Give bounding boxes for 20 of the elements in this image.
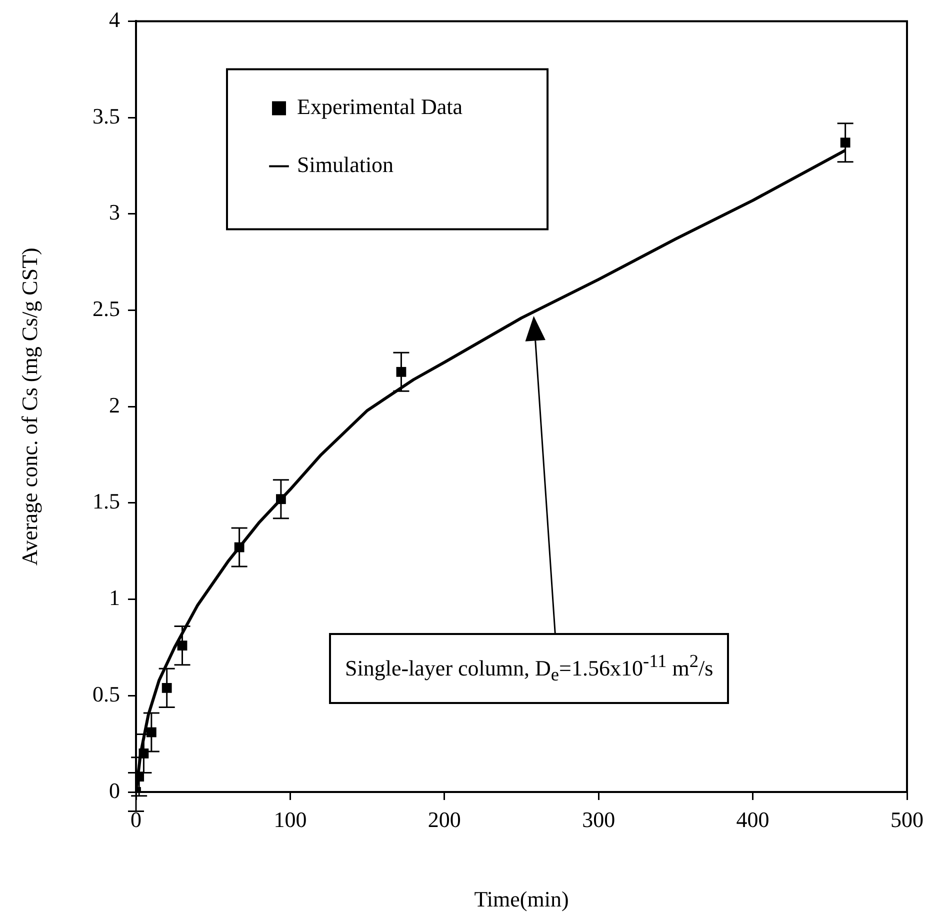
- y-tick-label: 4: [109, 6, 120, 32]
- legend-label: Simulation: [297, 152, 394, 177]
- x-tick-label: 0: [130, 806, 142, 832]
- y-tick-label: 2: [109, 392, 120, 418]
- y-tick-label: 1: [109, 585, 120, 610]
- x-tick-label: 500: [890, 806, 924, 832]
- x-tick-label: 200: [428, 806, 461, 832]
- x-tick-label: 300: [582, 806, 616, 832]
- x-tick-label: 100: [274, 806, 307, 832]
- annotation: Single-layer column, D$_{e}$=1.56x10$^{-11}$ m$^{2}$/s: [329, 633, 730, 704]
- y-tick-label: 2.5: [92, 296, 120, 322]
- y-tick-label: 0.5: [92, 681, 120, 706]
- y-tick-label: 1.5: [92, 488, 120, 514]
- y-tick-label: 3.5: [92, 103, 120, 128]
- y-axis-title: Average conc. of Cs (mg Cs/g CST): [16, 248, 42, 566]
- y-tick-label: 3: [109, 200, 120, 225]
- x-tick-label: 400: [736, 806, 770, 832]
- x-axis-title: Time(min): [474, 886, 569, 912]
- y-tick-label: 0: [109, 778, 120, 803]
- legend-label: Experimental Data: [297, 94, 463, 119]
